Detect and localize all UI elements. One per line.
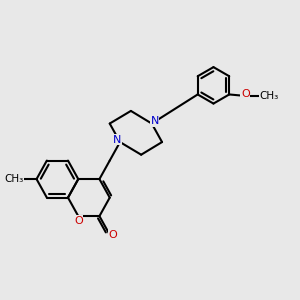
Text: N: N [151, 116, 159, 126]
Text: O: O [241, 89, 250, 100]
Text: O: O [74, 215, 83, 226]
Text: CH₃: CH₃ [259, 91, 278, 101]
Text: O: O [108, 230, 117, 240]
Text: CH₃: CH₃ [4, 174, 23, 184]
Text: N: N [113, 135, 121, 145]
